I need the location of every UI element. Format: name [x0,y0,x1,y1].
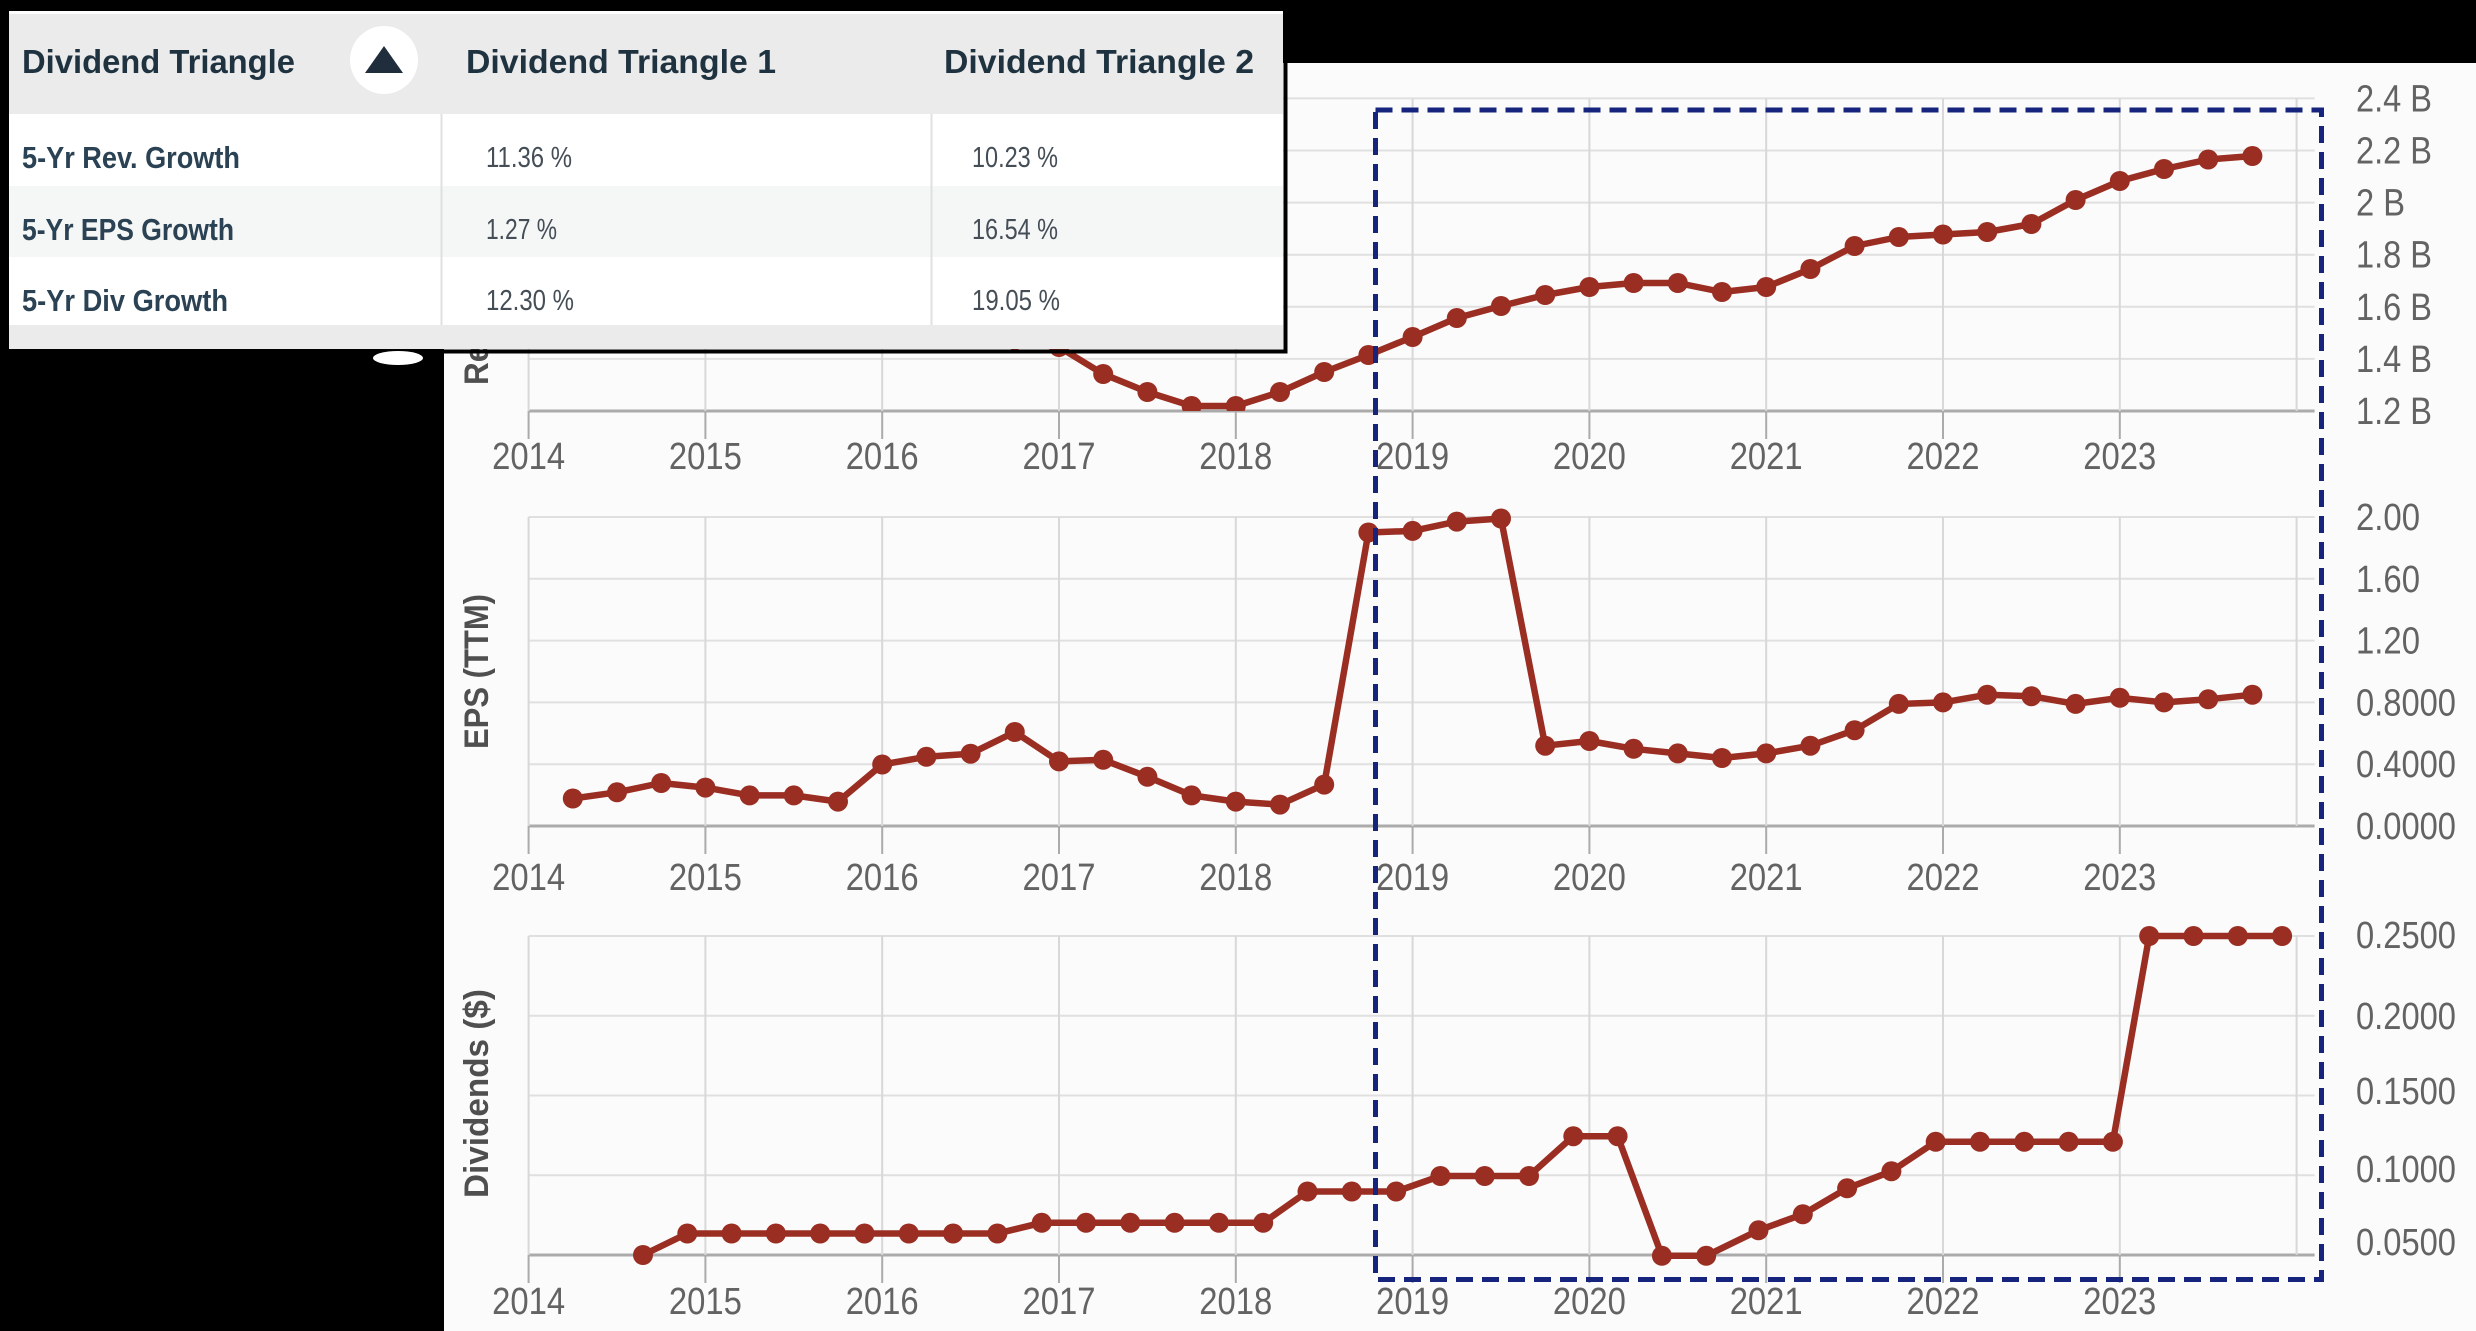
svg-text:2016: 2016 [846,1281,919,1323]
svg-text:19.05 %: 19.05 % [972,285,1060,317]
svg-text:1.4 B: 1.4 B [2356,339,2432,381]
svg-text:2015: 2015 [669,1281,742,1323]
svg-text:2023: 2023 [2083,1281,2156,1323]
svg-text:2017: 2017 [1023,436,1096,478]
svg-text:2023: 2023 [2083,436,2156,478]
svg-text:2016: 2016 [846,436,919,478]
svg-text:1.20: 1.20 [2356,621,2420,663]
svg-text:2017: 2017 [1023,1281,1096,1323]
svg-text:1.2 B: 1.2 B [2356,391,2432,433]
svg-text:Dividend Triangle 1: Dividend Triangle 1 [466,43,776,80]
svg-text:2020: 2020 [1553,436,1626,478]
svg-text:2020: 2020 [1553,1281,1626,1323]
svg-text:Dividends ($): Dividends ($) [458,989,496,1198]
svg-text:2015: 2015 [669,436,742,478]
svg-text:0.4000: 0.4000 [2356,744,2456,786]
svg-text:2022: 2022 [1907,857,1980,899]
svg-text:2014: 2014 [492,1281,565,1323]
svg-text:2.4 B: 2.4 B [2356,78,2432,120]
svg-text:2017: 2017 [1023,857,1096,899]
svg-text:2020: 2020 [1553,857,1626,899]
svg-text:2018: 2018 [1199,436,1272,478]
svg-text:0.0000: 0.0000 [2356,806,2456,848]
svg-text:2019: 2019 [1376,436,1449,478]
svg-text:5-Yr EPS Growth: 5-Yr EPS Growth [22,212,234,247]
svg-text:16.54 %: 16.54 % [972,214,1058,246]
svg-text:2022: 2022 [1907,436,1980,478]
svg-text:1.60: 1.60 [2356,559,2420,601]
svg-text:EPS (TTM): EPS (TTM) [458,594,496,749]
svg-text:2021: 2021 [1730,857,1803,899]
svg-text:11.36 %: 11.36 % [486,142,572,174]
svg-text:2 B: 2 B [2356,183,2405,225]
svg-text:2022: 2022 [1907,1281,1980,1323]
svg-text:2.00: 2.00 [2356,497,2420,539]
svg-text:2.2 B: 2.2 B [2356,131,2432,173]
svg-text:0.8000: 0.8000 [2356,682,2456,724]
svg-text:12.30 %: 12.30 % [486,285,574,317]
svg-text:10.23 %: 10.23 % [972,142,1058,174]
svg-text:2015: 2015 [669,857,742,899]
svg-text:2016: 2016 [846,857,919,899]
svg-text:0.0500: 0.0500 [2356,1222,2456,1264]
svg-text:Dividend Triangle 2: Dividend Triangle 2 [944,43,1254,80]
svg-text:2021: 2021 [1730,1281,1803,1323]
svg-text:2014: 2014 [492,436,565,478]
svg-text:5-Yr Div Growth: 5-Yr Div Growth [22,283,228,318]
svg-text:Dividend Triangle: Dividend Triangle [22,43,295,80]
svg-text:2014: 2014 [492,857,565,899]
svg-text:0.1500: 0.1500 [2356,1071,2456,1113]
svg-text:1.27 %: 1.27 % [486,214,557,246]
svg-text:0.2500: 0.2500 [2356,915,2456,957]
svg-text:2018: 2018 [1199,857,1272,899]
svg-text:2023: 2023 [2083,857,2156,899]
svg-text:5-Yr Rev. Growth: 5-Yr Rev. Growth [22,140,240,175]
svg-text:2018: 2018 [1199,1281,1272,1323]
svg-text:1.8 B: 1.8 B [2356,235,2432,277]
svg-text:1.6 B: 1.6 B [2356,287,2432,329]
svg-text:2019: 2019 [1376,857,1449,899]
svg-text:2021: 2021 [1730,436,1803,478]
svg-text:2019: 2019 [1376,1281,1449,1323]
svg-text:0.1000: 0.1000 [2356,1149,2456,1191]
svg-text:0.2000: 0.2000 [2356,996,2456,1038]
